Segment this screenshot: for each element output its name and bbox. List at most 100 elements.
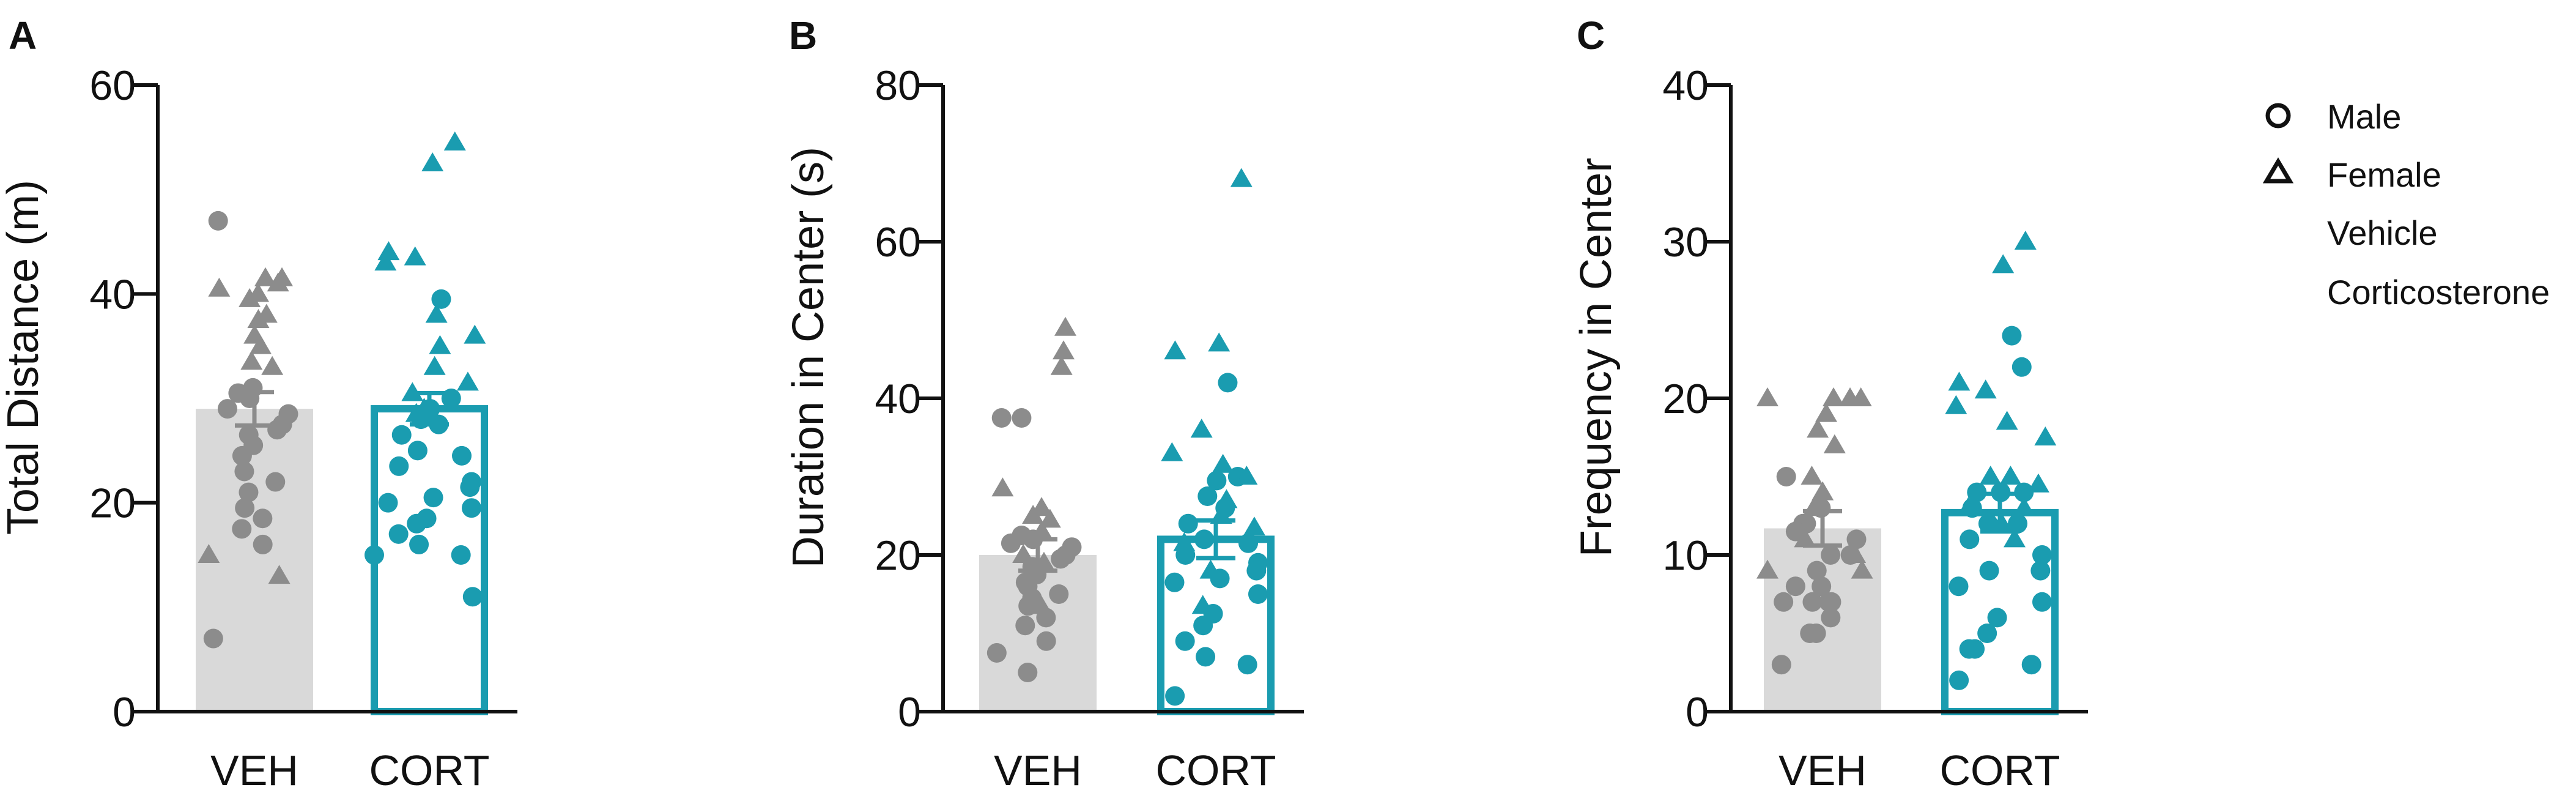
- y-tick-label-a: 20: [89, 480, 136, 527]
- data-point-female-cort-a: [456, 371, 479, 391]
- data-point-male-veh-c: [1807, 560, 1827, 581]
- data-point-male-cort-b: [1238, 533, 1259, 553]
- data-point-male-veh-b: [1018, 663, 1038, 682]
- data-point-male-veh-a: [265, 472, 286, 492]
- x-tick-label-cort-b: CORT: [1155, 746, 1276, 793]
- data-point-male-cort-c: [1949, 670, 1969, 690]
- data-point-female-veh-c: [1849, 387, 1872, 406]
- panel-a: A Total Distance (m) VEH CORT 0 20 40 60: [0, 13, 517, 793]
- data-point-female-veh-b: [1052, 340, 1075, 360]
- data-point-female-cort-c: [2003, 528, 2026, 548]
- data-point-female-veh-c: [1807, 419, 1829, 438]
- error-bar-cort-a: [410, 390, 449, 427]
- data-point-male-veh-a: [232, 519, 252, 539]
- data-point-male-veh-b: [1001, 533, 1021, 553]
- data-point-female-cort-b: [1191, 595, 1214, 614]
- data-point-female-cort-c: [1974, 379, 1997, 399]
- data-point-male-veh-a: [267, 420, 287, 440]
- data-point-male-veh-a: [235, 498, 255, 518]
- legend-vehicle-label: Vehicle: [2327, 214, 2438, 252]
- data-point-female-veh-b: [1038, 508, 1061, 528]
- y-axis-label-a: Total Distance (m): [0, 180, 48, 535]
- legend-corticosterone-label: Corticosterone: [2327, 273, 2550, 311]
- data-point-male-veh-c: [1776, 467, 1796, 486]
- data-point-female-cort-c: [1996, 411, 2018, 430]
- x-tick-label-cort-c: CORT: [1939, 746, 2060, 793]
- data-point-male-cort-c: [1960, 529, 1980, 549]
- data-point-male-veh-b: [1036, 631, 1056, 651]
- y-tick-label-c: 20: [1662, 376, 1709, 422]
- data-point-female-cort-b: [1243, 516, 1265, 536]
- panel-b: B Duration in Center (s) VEH CORT 0 20 40 6…: [784, 13, 1304, 793]
- panel-letter-a: A: [9, 13, 37, 58]
- data-point-male-cort-a: [407, 441, 427, 461]
- error-bar-veh-a: [235, 390, 274, 428]
- data-point-female-cort-b: [1212, 453, 1234, 473]
- y-tick-label-b: 80: [875, 62, 921, 109]
- data-point-female-veh-c: [1812, 481, 1834, 501]
- panel-letter-c: C: [1577, 13, 1605, 58]
- data-point-male-cort-a: [462, 587, 483, 607]
- data-point-female-veh-c: [1822, 387, 1845, 406]
- data-point-female-veh-b: [991, 477, 1014, 497]
- data-point-male-veh-c: [1802, 592, 1823, 612]
- data-point-male-cort-c: [2014, 482, 2034, 502]
- legend-male-icon: [2265, 103, 2291, 128]
- data-point-male-veh-a: [253, 534, 273, 554]
- panel-c: C Frequency in Center VEH CORT 0 10 20 30 40: [1572, 13, 2088, 793]
- data-point-male-cort-c: [2032, 545, 2052, 565]
- data-point-male-cort-c: [2012, 357, 2032, 377]
- data-point-male-veh-c: [1821, 592, 1841, 612]
- y-tick-label-b: 0: [898, 689, 921, 735]
- data-point-male-veh-a: [234, 461, 254, 482]
- data-point-female-veh-b: [1030, 595, 1053, 614]
- data-point-female-veh-b: [1012, 544, 1035, 563]
- error-bar-veh-b: [1018, 537, 1057, 573]
- data-point-female-cort-b: [1215, 489, 1238, 508]
- x-tick-label-cort-a: CORT: [369, 746, 489, 793]
- data-point-male-cort-c: [2030, 560, 2051, 581]
- data-point-male-cort-a: [365, 545, 384, 565]
- data-point-male-cort-c: [1949, 576, 1969, 597]
- data-point-female-cort-b: [1235, 466, 1258, 485]
- x-tick-label-veh-c: VEH: [1778, 746, 1867, 793]
- data-point-male-veh-a: [239, 482, 259, 502]
- data-point-male-veh-c: [1812, 576, 1832, 597]
- data-point-female-cort-b: [1173, 532, 1196, 551]
- data-point-female-cort-b: [1230, 168, 1253, 187]
- data-point-male-cort-c: [1965, 639, 1985, 659]
- data-point-female-cort-a: [425, 303, 448, 323]
- data-point-male-cort-b: [1164, 572, 1185, 592]
- data-point-female-veh-b: [1031, 520, 1053, 540]
- data-point-female-veh-b: [1022, 505, 1045, 524]
- data-point-male-cort-c: [2008, 513, 2028, 534]
- data-point-male-veh-c: [1821, 545, 1841, 565]
- data-point-male-cort-c: [2032, 592, 2052, 612]
- y-axis-label-b: Duration in Center (s): [784, 147, 833, 568]
- data-point-female-veh-a: [208, 277, 231, 297]
- data-point-male-veh-a: [253, 508, 273, 529]
- data-point-female-veh-a: [198, 544, 220, 563]
- data-point-male-cort-a: [378, 493, 398, 513]
- data-point-female-cort-a: [377, 241, 400, 261]
- data-point-male-cort-a: [451, 545, 471, 565]
- x-tick-label-veh-b: VEH: [994, 746, 1082, 793]
- data-point-male-cort-c: [1977, 624, 1997, 643]
- data-point-male-veh-a: [208, 210, 228, 231]
- data-point-male-cort-b: [1246, 560, 1267, 581]
- data-point-female-veh-a: [239, 288, 261, 307]
- data-point-female-veh-a: [249, 335, 272, 354]
- data-point-male-cort-b: [1178, 513, 1198, 534]
- data-point-male-cort-b: [1193, 616, 1213, 636]
- data-point-female-veh-c: [1801, 466, 1823, 485]
- data-point-male-veh-b: [1012, 408, 1032, 428]
- data-point-female-cort-c: [1979, 466, 2002, 485]
- legend: Male Female Vehicle Corticosterone: [2262, 97, 2550, 311]
- data-point-female-veh-a: [261, 356, 284, 375]
- data-point-male-cort-b: [1165, 686, 1185, 706]
- data-point-male-veh-c: [1821, 608, 1841, 628]
- data-point-male-cort-b: [1197, 486, 1218, 506]
- data-point-male-veh-a: [232, 445, 252, 466]
- data-point-female-cort-b: [1161, 442, 1183, 461]
- data-point-male-cort-a: [409, 534, 429, 554]
